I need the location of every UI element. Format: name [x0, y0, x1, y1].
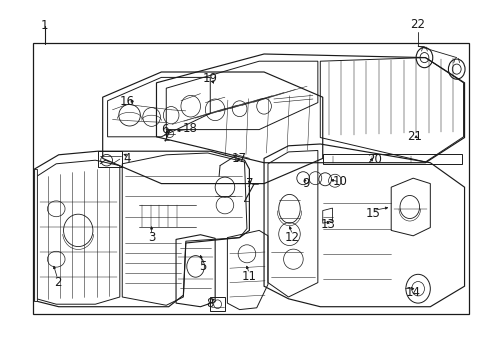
Text: 12: 12	[285, 231, 299, 244]
Text: 10: 10	[332, 175, 346, 188]
Text: 7: 7	[245, 177, 253, 190]
Text: 16: 16	[120, 95, 134, 108]
Text: 20: 20	[366, 153, 381, 166]
Text: 13: 13	[321, 219, 335, 231]
Text: 6: 6	[161, 123, 169, 136]
Polygon shape	[34, 169, 37, 301]
Text: 18: 18	[182, 122, 197, 135]
Text: 8: 8	[206, 297, 214, 310]
Text: 2: 2	[54, 276, 61, 289]
Text: 4: 4	[123, 152, 131, 165]
Text: 21: 21	[407, 130, 421, 143]
Bar	[322, 154, 461, 164]
Text: 5: 5	[199, 260, 206, 273]
Text: 17: 17	[232, 152, 246, 165]
Text: 1: 1	[40, 19, 48, 32]
Text: 14: 14	[405, 286, 420, 299]
Bar	[210, 297, 224, 311]
Text: 3: 3	[147, 231, 155, 244]
Text: 9: 9	[301, 177, 309, 190]
Text: 15: 15	[365, 207, 379, 220]
Text: 19: 19	[203, 72, 217, 85]
Text: 22: 22	[410, 18, 425, 31]
Text: 11: 11	[242, 270, 256, 283]
